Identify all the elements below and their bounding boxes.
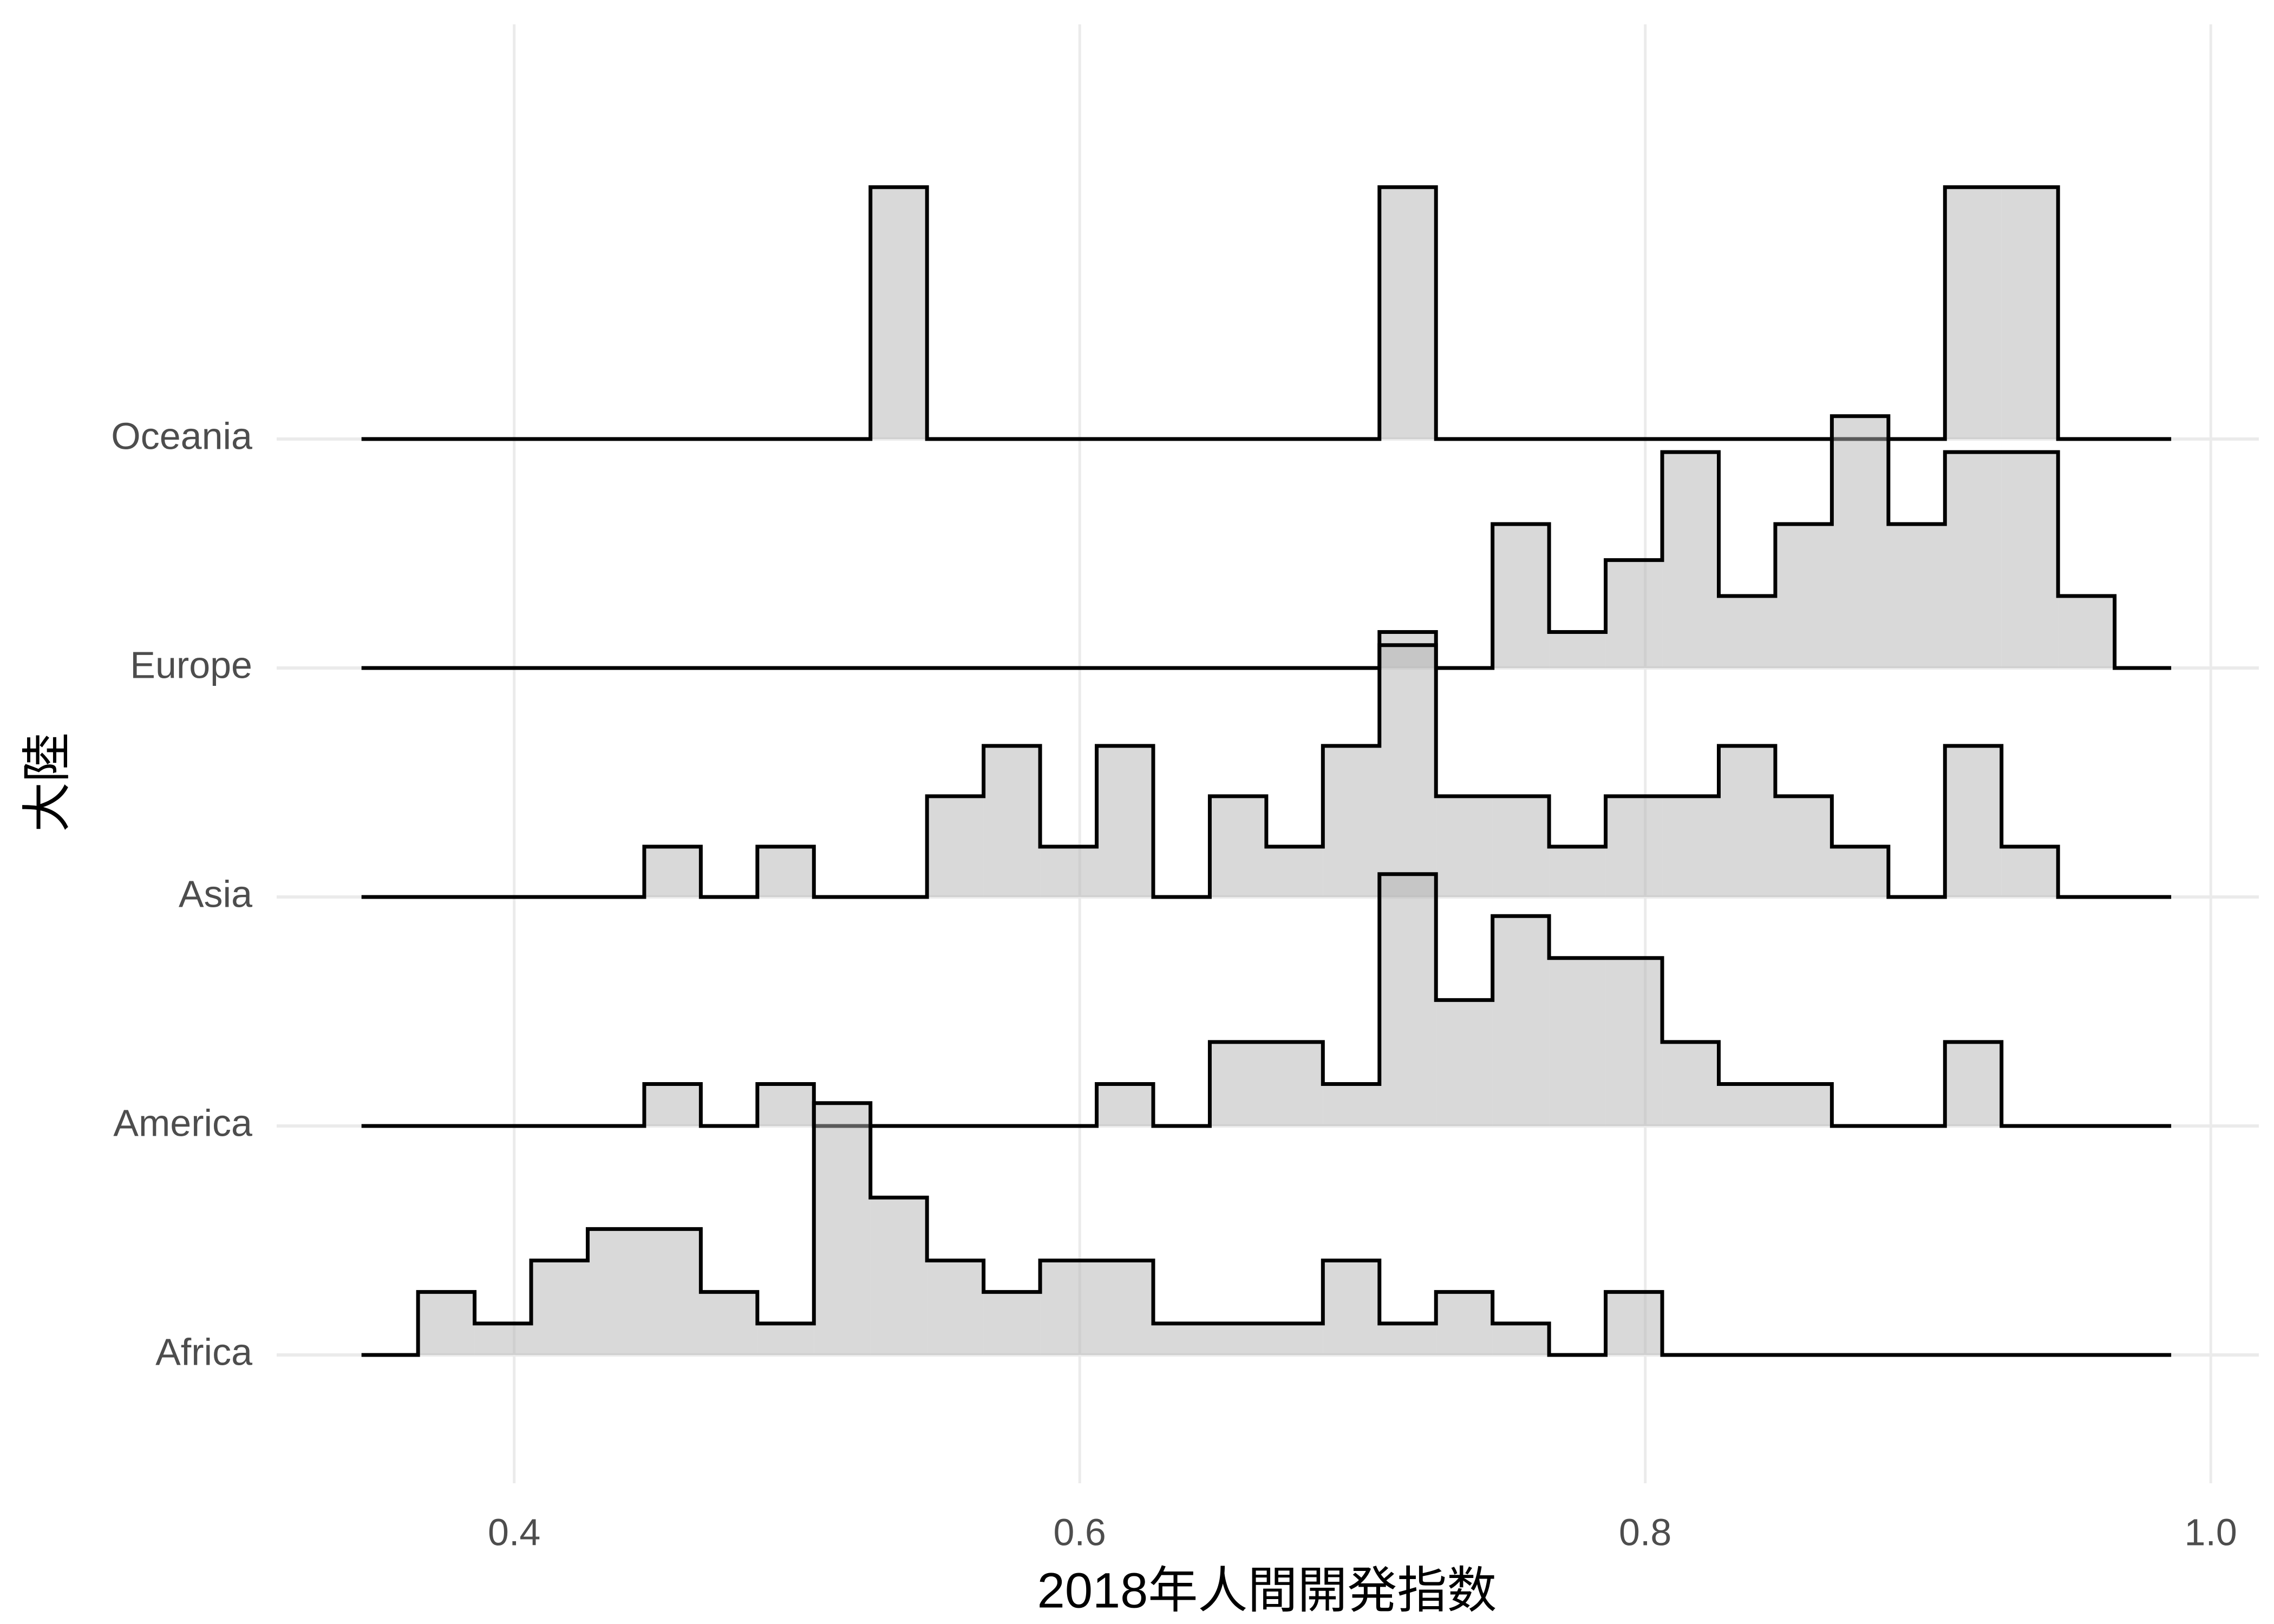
bar xyxy=(1323,745,1380,897)
y-tick-label: America xyxy=(113,1102,252,1144)
bar xyxy=(814,1103,871,1355)
bar xyxy=(1662,452,1719,668)
bar xyxy=(644,1229,701,1355)
ridges xyxy=(361,185,2172,1357)
bar xyxy=(587,1229,644,1355)
bar xyxy=(1379,874,1436,1126)
bar xyxy=(1379,1323,1436,1355)
bar xyxy=(644,1084,701,1126)
bar xyxy=(1492,524,1550,668)
x-tick-label: 0.6 xyxy=(1054,1511,1106,1553)
bar xyxy=(927,796,984,897)
y-axis-title: 大陸 xyxy=(19,732,75,832)
x-axis-title: 2018年人間開発指数 xyxy=(1037,1563,1497,1618)
bar xyxy=(2001,452,2059,668)
bar xyxy=(1605,958,1663,1126)
x-tick-label: 0.8 xyxy=(1619,1511,1671,1553)
ridge-outline xyxy=(361,185,2172,441)
bar xyxy=(1718,745,1775,897)
bar xyxy=(2001,846,2059,897)
bar xyxy=(1832,846,1889,897)
bar xyxy=(1888,524,1945,668)
bar xyxy=(1718,596,1775,668)
bar xyxy=(1492,1323,1550,1355)
bar xyxy=(870,1197,927,1355)
bar xyxy=(1605,1292,1663,1355)
bar xyxy=(1605,796,1663,897)
bar xyxy=(2058,596,2115,668)
bar xyxy=(1945,745,2002,897)
y-tick-label: Europe xyxy=(130,644,252,686)
bar xyxy=(1210,1323,1266,1355)
ridge-outline xyxy=(361,414,2172,670)
bar xyxy=(1266,1323,1323,1355)
bar xyxy=(1549,958,1606,1126)
ridge-outline xyxy=(361,872,2172,1128)
bar xyxy=(1492,796,1550,897)
bar xyxy=(1040,846,1097,897)
bar xyxy=(644,846,701,897)
bar xyxy=(1605,560,1663,668)
bar xyxy=(983,1292,1041,1355)
x-tick-label: 0.4 xyxy=(488,1511,540,1553)
bar xyxy=(1945,187,2002,439)
y-tick-label: Oceania xyxy=(111,415,252,457)
bar xyxy=(1492,916,1550,1126)
bar xyxy=(1323,1084,1380,1126)
bar xyxy=(757,846,814,897)
bar xyxy=(1945,452,2002,668)
bar xyxy=(1662,796,1719,897)
bar xyxy=(1040,1260,1097,1355)
y-tick-label: Africa xyxy=(155,1331,252,1373)
ridge-outline xyxy=(361,1101,2172,1357)
bar xyxy=(870,187,927,439)
bar xyxy=(1379,645,1436,897)
bar xyxy=(1436,796,1493,897)
bar xyxy=(701,1292,757,1355)
bar xyxy=(757,1323,814,1355)
bar xyxy=(2001,187,2059,439)
bar xyxy=(474,1323,532,1355)
bar xyxy=(1549,632,1606,668)
bar xyxy=(1096,745,1153,897)
bar xyxy=(1096,1084,1153,1126)
bar xyxy=(1945,1042,2002,1126)
bar xyxy=(1775,1084,1832,1126)
bar xyxy=(1775,796,1832,897)
y-tick-label: Asia xyxy=(179,873,252,915)
bar xyxy=(757,1084,814,1126)
bar xyxy=(1379,187,1436,439)
bar xyxy=(1549,846,1606,897)
bar xyxy=(1096,1260,1153,1355)
bar xyxy=(531,1260,588,1355)
bar xyxy=(1662,1042,1719,1126)
bar xyxy=(1323,1260,1380,1355)
x-tick-label: 1.0 xyxy=(2185,1511,2237,1553)
bar xyxy=(1718,1084,1775,1126)
bar xyxy=(927,1260,984,1355)
bar xyxy=(1266,1042,1323,1126)
bar xyxy=(1210,1042,1266,1126)
bar xyxy=(1210,796,1266,897)
bar xyxy=(1436,1000,1493,1126)
bar xyxy=(1775,524,1832,668)
bar xyxy=(1436,1292,1493,1355)
bar xyxy=(418,1292,475,1355)
bar xyxy=(1832,416,1889,668)
bar xyxy=(1153,1323,1210,1355)
bar xyxy=(1266,846,1323,897)
ridge-outline xyxy=(361,643,2172,899)
bar xyxy=(983,745,1041,897)
